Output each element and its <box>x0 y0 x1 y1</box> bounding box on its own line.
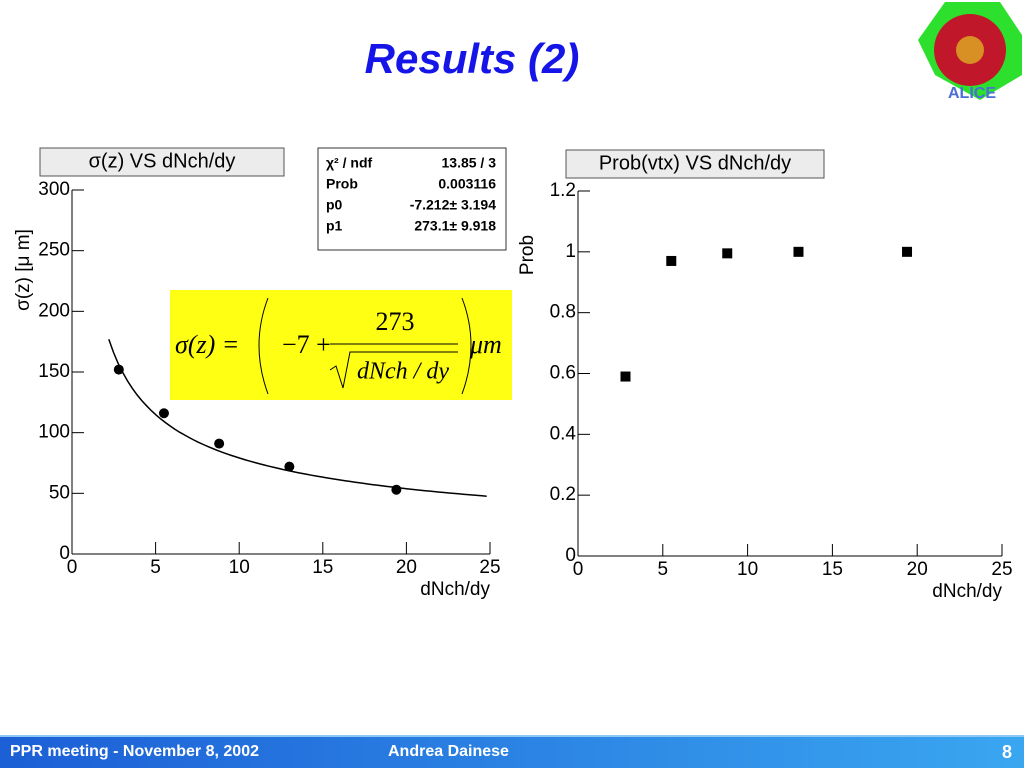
formula-lhs: σ(z) = <box>175 330 239 359</box>
y-tick-label: 0 <box>59 543 70 564</box>
y-tick-label: 100 <box>38 422 70 443</box>
chart-title-box <box>565 149 825 179</box>
x-axis-label: dNch/dy <box>932 581 1002 602</box>
paren <box>461 297 472 395</box>
x-tick-label: 25 <box>479 557 500 578</box>
x-tick-label: 5 <box>658 559 669 580</box>
stats-value: 0.003116 <box>438 176 496 192</box>
formula-numerator: 273 <box>376 307 415 336</box>
y-tick-label: 0.6 <box>550 363 576 384</box>
stats-label: χ² / ndf <box>326 155 372 171</box>
point <box>666 255 677 266</box>
y-tick-label: 300 <box>38 179 70 200</box>
y-tick-label: 0.4 <box>550 423 577 444</box>
formula-denominator: dNch / dy <box>357 359 449 385</box>
stats-label: p1 <box>326 218 343 234</box>
y-tick-label: 50 <box>49 482 70 503</box>
formula-const: −7 + <box>282 330 331 359</box>
point <box>620 371 631 382</box>
formula: σ(z) = −7 + 273 dNch / dy μm <box>175 297 502 395</box>
stats-value: 13.85 / 3 <box>442 155 497 171</box>
fit-curve <box>108 339 487 497</box>
paren <box>258 297 269 395</box>
x-tick-label: 15 <box>822 559 843 580</box>
footer-page: 8 <box>1002 742 1012 762</box>
footer-meeting: PPR meeting - November 8, 2002 <box>10 743 259 760</box>
x-tick-label: 10 <box>229 557 250 578</box>
point <box>158 408 169 419</box>
x-tick-label: 20 <box>907 559 928 580</box>
x-tick-label: 15 <box>312 557 333 578</box>
y-tick-label: 250 <box>38 240 70 261</box>
x-axis-label: dNch/dy <box>420 579 490 600</box>
chart-title: Prob(vtx) VS dNch/dy <box>599 152 791 174</box>
point <box>391 484 402 495</box>
logo-core <box>956 36 984 64</box>
x-tick-label: 25 <box>991 559 1012 580</box>
point <box>214 438 225 449</box>
point <box>793 246 804 257</box>
stats-value: 273.1± 9.918 <box>414 218 496 234</box>
point <box>284 461 295 472</box>
y-tick-label: 0.8 <box>550 302 576 323</box>
stats-value: -7.212± 3.194 <box>410 197 497 213</box>
logo-text: ALICE <box>948 85 996 102</box>
y-tick-label: 0.2 <box>550 484 576 505</box>
chart-title: σ(z) VS dNch/dy <box>89 150 236 172</box>
y-tick-label: 0 <box>565 545 576 566</box>
y-axis-label: Prob <box>517 235 538 275</box>
x-tick-label: 0 <box>573 559 584 580</box>
y-tick-label: 150 <box>38 361 70 382</box>
y-axis-label: σ(z) [μ m] <box>13 229 34 311</box>
x-tick-label: 20 <box>396 557 417 578</box>
y-tick-label: 1.2 <box>550 180 576 201</box>
logo: ALICE <box>918 2 1022 102</box>
stats-label: Prob <box>326 176 358 192</box>
formula-unit: μm <box>469 330 502 359</box>
slide-title: Results (2) <box>365 35 580 82</box>
stats-label: p0 <box>326 197 343 213</box>
x-tick-label: 0 <box>67 557 78 578</box>
point <box>902 246 913 257</box>
point <box>113 364 124 375</box>
sqrt <box>329 351 458 389</box>
point <box>722 248 733 259</box>
chart-title-box <box>39 147 285 177</box>
y-tick-label: 200 <box>38 300 70 321</box>
y-tick-label: 1 <box>565 241 576 262</box>
x-tick-label: 5 <box>150 557 161 578</box>
footer-bar <box>0 737 1024 768</box>
stats-box <box>317 147 507 251</box>
footer-author: Andrea Dainese <box>388 743 509 760</box>
x-tick-label: 10 <box>737 559 758 580</box>
